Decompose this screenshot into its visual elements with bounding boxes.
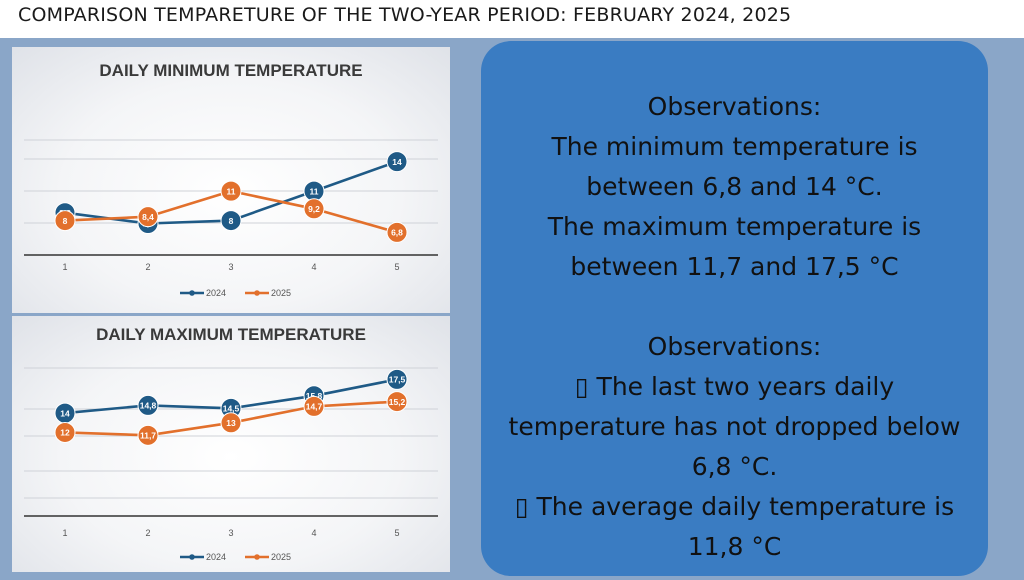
observations-block-2: Observations: ▯ The last two years daily… <box>481 327 988 567</box>
header-bar: COMPARISON TEMPARETURE OF THE TWO-YEAR P… <box>0 0 1024 38</box>
maximum-temperature-chart: DAILY MAXIMUM TEMPERATURE 1 2 3 4 5 14 14,8 14,5… <box>12 316 450 572</box>
minimum-temperature-chart-svg: DAILY MINIMUM TEMPERATURE123458,87,78111… <box>24 61 438 298</box>
data-label: 11 <box>310 186 319 196</box>
chart-title: DAILY MINIMUM TEMPERATURE <box>99 61 362 80</box>
observation-line: between 11,7 and 17,5 °C <box>570 252 899 281</box>
x-tick-label: 4 <box>311 262 316 272</box>
data-label: 9,2 <box>308 204 320 214</box>
data-point-2024 <box>137 394 159 416</box>
legend-item-2025: 2025 <box>245 288 291 298</box>
data-point-2025 <box>303 395 325 417</box>
observations-heading-1: Observations: <box>647 92 822 121</box>
observation-line: 6,8 °C. <box>691 452 778 481</box>
data-label: 8,4 <box>142 212 154 222</box>
x-tick-label: 5 <box>394 528 399 538</box>
data-label: 15,2 <box>389 397 406 407</box>
data-label: 11,7 <box>140 431 156 441</box>
data-point-2025 <box>220 180 242 202</box>
observations-block-1: Observations: The minimum temperature is… <box>481 87 988 287</box>
x-tick-label: 5 <box>394 262 399 272</box>
data-point-2024 <box>386 151 408 173</box>
data-label: 14,7 <box>306 402 323 412</box>
data-point-2025 <box>386 391 408 413</box>
data-label: 6,8 <box>391 228 403 238</box>
legend-label: 2024 <box>206 288 226 298</box>
data-label: 11 <box>227 186 236 196</box>
x-tick-label: 1 <box>62 528 67 538</box>
x-tick-label: 2 <box>145 528 150 538</box>
observation-line: temperature has not dropped below <box>508 412 961 441</box>
legend-label: 2025 <box>271 288 291 298</box>
legend-item-2025: 2025 <box>245 552 291 562</box>
legend-marker-2024 <box>189 290 195 296</box>
data-point-2024 <box>386 368 408 390</box>
x-tick-label: 3 <box>228 262 233 272</box>
observations-panel: Observations: The minimum temperature is… <box>481 41 988 576</box>
legend-label: 2025 <box>271 552 291 562</box>
data-point-2025 <box>137 424 159 446</box>
x-tick-label: 2 <box>145 262 150 272</box>
observation-line: ▯ The last two years daily <box>574 372 895 401</box>
data-label: 14 <box>60 408 70 418</box>
x-tick-label: 3 <box>228 528 233 538</box>
observation-line: 11,8 °C <box>687 532 782 561</box>
data-label: 13 <box>226 418 236 428</box>
legend-marker-2025 <box>254 554 260 560</box>
data-label: 12 <box>60 428 70 438</box>
observation-line: The maximum temperature is <box>547 212 922 241</box>
x-tick-label: 1 <box>62 262 67 272</box>
data-point-2025 <box>220 412 242 434</box>
data-point-2025 <box>303 198 325 220</box>
data-label: 17,5 <box>389 375 406 385</box>
legend-item-2024: 2024 <box>180 288 226 298</box>
data-point-2024 <box>220 210 242 232</box>
observations-heading-2: Observations: <box>647 332 822 361</box>
data-label: 8 <box>229 216 234 226</box>
observation-line: The minimum temperature is <box>551 132 918 161</box>
observation-line: between 6,8 and 14 °C. <box>586 172 883 201</box>
data-point-2025 <box>54 210 76 232</box>
chart-title: DAILY MAXIMUM TEMPERATURE <box>96 325 366 344</box>
legend-marker-2024 <box>189 554 195 560</box>
observation-line: ▯ The average daily temperature is <box>514 492 955 521</box>
data-point-2025 <box>54 421 76 443</box>
data-point-2025 <box>386 221 408 243</box>
data-point-2025 <box>137 206 159 228</box>
data-label: 14 <box>392 157 402 167</box>
data-label: 8 <box>63 216 68 226</box>
page-title: COMPARISON TEMPARETURE OF THE TWO-YEAR P… <box>18 4 792 26</box>
legend-marker-2025 <box>254 290 260 296</box>
data-label: 14,5 <box>223 404 240 414</box>
legend-item-2024: 2024 <box>180 552 226 562</box>
minimum-temperature-chart: DAILY MINIMUM TEMPERATURE123458,87,78111… <box>12 47 450 313</box>
data-label: 14,8 <box>140 401 157 411</box>
x-tick-label: 4 <box>311 528 316 538</box>
legend-label: 2024 <box>206 552 226 562</box>
